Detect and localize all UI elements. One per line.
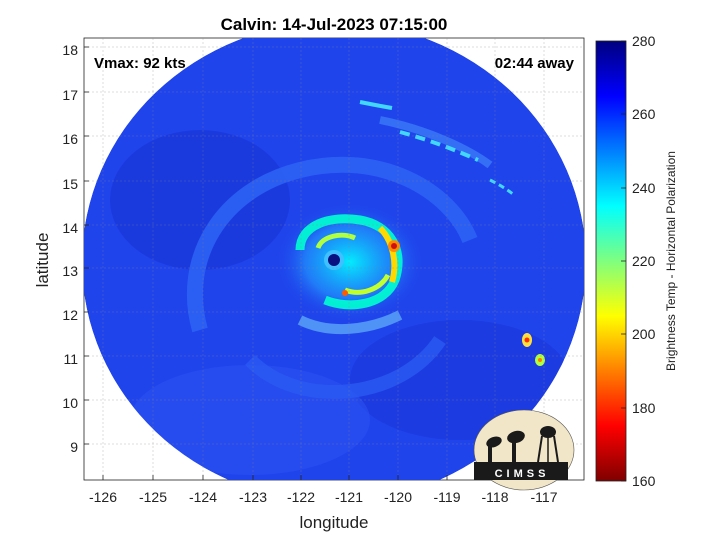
x-tick-label: -125 — [139, 489, 167, 505]
y-tick-label: 9 — [70, 439, 78, 455]
time-away-annotation: 02:44 away — [495, 55, 575, 72]
logo-text: CIMSS — [495, 468, 550, 480]
y-tick-label: 18 — [62, 42, 78, 58]
y-tick-label: 13 — [62, 263, 78, 279]
colorbar: 280 260 240 220 200 180 160 Brightness T… — [595, 33, 678, 489]
vmax-annotation: Vmax: 92 kts — [94, 55, 186, 72]
y-tick-label: 15 — [62, 176, 78, 192]
y-tick-label: 16 — [62, 131, 78, 147]
y-tick-label: 10 — [62, 395, 78, 411]
colorbar-tick-label: 280 — [632, 33, 656, 49]
y-tick-label: 12 — [62, 307, 78, 323]
x-tick-label: -117 — [531, 489, 558, 505]
x-tick-label: -121 — [335, 489, 363, 505]
x-tick-label: -119 — [434, 489, 461, 505]
y-tick-labels: 9 10 11 12 13 14 15 16 17 18 — [62, 42, 78, 455]
x-tick-label: -120 — [384, 489, 412, 505]
colorbar-tick-label: 200 — [632, 326, 656, 342]
storm-eye — [328, 254, 340, 266]
x-tick-label: -124 — [189, 489, 217, 505]
cimss-logo: CIMSS — [473, 409, 575, 491]
x-axis-label: longitude — [299, 513, 368, 532]
x-tick-label: -122 — [287, 489, 315, 505]
colorbar-label: Brightness Temp - Horizontal Polarizatio… — [664, 151, 678, 371]
colorbar-tick-label: 240 — [632, 180, 656, 196]
figure-title: Calvin: 14-Jul-2023 07:15:00 — [221, 15, 448, 34]
x-tick-labels: -126 -125 -124 -123 -122 -121 -120 -119 … — [89, 489, 558, 505]
colorbar-tick-label: 180 — [632, 400, 656, 416]
y-tick-label: 11 — [63, 351, 78, 367]
y-tick-label: 17 — [62, 87, 78, 103]
y-axis-label: latitude — [33, 233, 52, 288]
y-tick-label: 14 — [62, 220, 78, 236]
colorbar-tick-label: 260 — [632, 106, 656, 122]
colorbar-tick-label: 160 — [632, 473, 656, 489]
x-tick-label: -126 — [89, 489, 117, 505]
x-tick-label: -123 — [239, 489, 267, 505]
x-tick-label: -118 — [482, 489, 509, 505]
colorbar-tick-label: 220 — [632, 253, 656, 269]
gridlines — [84, 38, 584, 480]
